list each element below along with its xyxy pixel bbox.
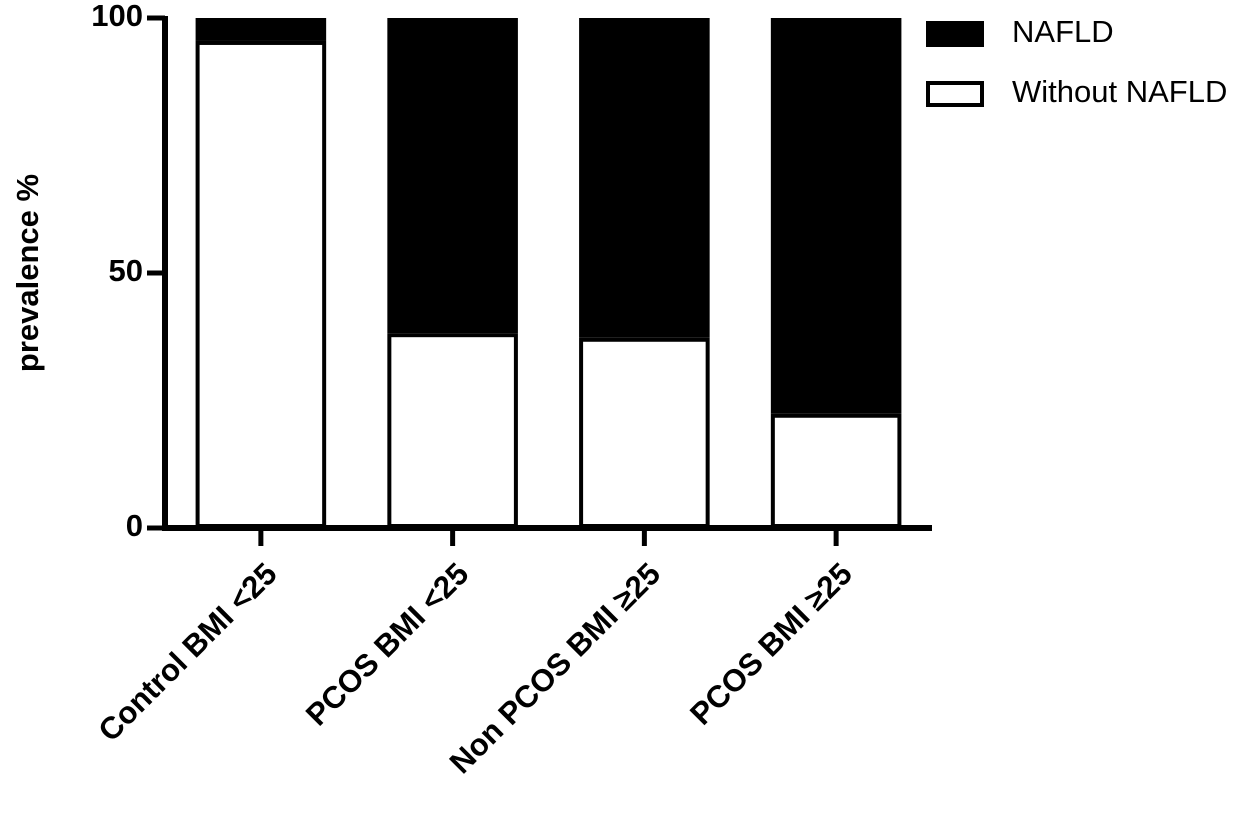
y-tick-label: 50 [109, 253, 143, 288]
bar-segment [387, 333, 518, 528]
y-axis-title: prevalence % [10, 174, 45, 372]
bar-segment [770, 413, 902, 529]
x-tick-label: PCOS BMI ≥25 [683, 556, 859, 732]
legend-label: NAFLD [1012, 14, 1114, 49]
y-tick-label: 0 [126, 508, 143, 543]
bar-segment [579, 18, 710, 338]
bar-segment [195, 40, 327, 528]
y-tick-label: 100 [91, 0, 143, 33]
legend-swatch [926, 81, 984, 107]
bar-segment [387, 18, 518, 334]
bar-segment [770, 18, 902, 414]
legend-label: Without NAFLD [1012, 74, 1227, 109]
x-tick-label: Control BMI <25 [91, 556, 283, 748]
bar-segment [579, 337, 710, 528]
legend-swatch [926, 21, 984, 47]
bar-segment [195, 18, 327, 41]
x-tick-label: Non PCOS BMI ≥25 [443, 556, 667, 780]
x-tick-label: PCOS BMI <25 [299, 556, 475, 732]
